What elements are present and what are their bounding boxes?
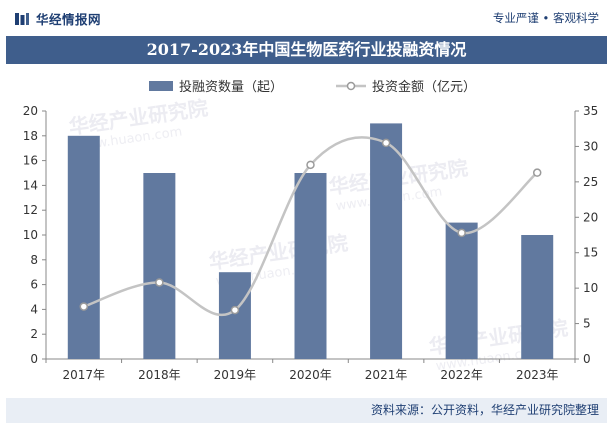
source-footer: 资料来源：公开资料，华经产业研究院整理 [6,398,607,423]
x-tick-label: 2021年 [365,368,408,382]
y-left-tick-label: 8 [30,253,38,267]
bar [445,222,478,359]
y-left-tick-label: 4 [30,302,38,316]
chart-title: 2017-2023年中国生物医药行业投融资情况 [6,36,607,64]
line-point [306,160,315,170]
header-bar: 华经情报网 专业严谨 • 客观科学 [0,0,613,36]
y-right-tick-label: 20 [583,210,598,224]
y-right-tick-label: 5 [583,317,591,331]
x-tick-label: 2018年 [138,368,181,382]
bar [294,173,327,359]
y-left-tick-label: 12 [23,203,38,217]
brand-logo-icon [15,12,29,25]
slogan: 专业严谨 • 客观科学 [492,11,599,25]
line-point [532,168,542,177]
brand: 华经情报网 [14,9,101,28]
bar [521,235,554,359]
line-point [381,138,391,148]
y-left-tick-label: 20 [23,104,38,118]
y-left-tick-label: 18 [23,129,38,143]
y-left-tick-label: 10 [23,228,38,242]
bar [370,123,403,360]
y-left-tick-label: 2 [30,327,38,341]
line-point [155,278,164,287]
x-tick-label: 2020年 [289,368,332,382]
y-right-tick-label: 30 [583,139,598,153]
line-point [457,228,466,238]
legend-bar-label: 投融资数量（起） [179,79,283,95]
y-left-tick-label: 16 [23,154,38,168]
y-right-tick-label: 10 [583,281,598,295]
y-left-tick-label: 14 [23,178,38,192]
line-point [79,302,89,311]
x-tick-label: 2019年 [214,368,257,382]
x-tick-label: 2017年 [63,368,106,382]
legend-line-label: 投资金额（亿元） [372,79,476,95]
chart-svg: 华经产业研究院www.huaon.com华经产业研究院www.huaon.com… [23,79,599,382]
y-right-tick-label: 35 [583,104,598,118]
brand-name: 华经情报网 [36,12,102,27]
x-tick-label: 2022年 [440,368,483,382]
legend-bar-swatch [149,81,173,91]
bar [143,173,176,359]
bar [67,135,100,359]
line-point [230,305,240,315]
chart-area: 华经产业研究院 www.huaon.com 华经产业研究院 www.huaon.com… [0,64,613,398]
legend-line-marker [346,81,356,91]
y-right-tick-label: 25 [583,175,598,189]
y-right-tick-label: 0 [583,352,591,366]
y-left-tick-label: 0 [30,352,38,366]
y-left-tick-label: 6 [30,278,38,292]
y-right-tick-label: 15 [583,246,598,260]
x-tick-label: 2023年 [516,368,559,382]
